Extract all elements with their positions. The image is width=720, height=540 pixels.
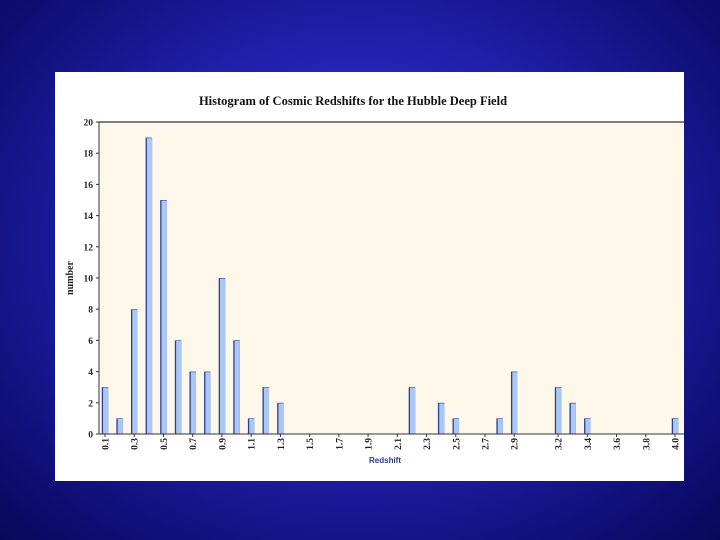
x-tick-label: 2.7 (482, 438, 492, 450)
x-tick-label: 0.3 (131, 438, 141, 450)
y-tick-label: 12 (84, 243, 94, 253)
y-tick-label: 10 (84, 275, 94, 285)
bar (233, 340, 240, 434)
y-tick-label: 14 (84, 212, 94, 222)
x-tick-label: 2.1 (394, 438, 404, 450)
x-tick-label: 1.1 (248, 438, 258, 450)
bar (496, 418, 503, 434)
bar (510, 371, 518, 434)
x-tick-label: 3.6 (613, 438, 623, 450)
bar (247, 418, 255, 434)
chart-title: Histogram of Cosmic Redshifts for the Hu… (199, 94, 507, 108)
bar (174, 340, 182, 434)
y-tick-label: 8 (88, 306, 93, 316)
x-tick-label: 3.4 (584, 438, 594, 450)
y-tick-label: 20 (84, 119, 94, 129)
bar (145, 137, 153, 434)
bar (160, 200, 167, 434)
x-tick-label: 0.5 (160, 438, 170, 450)
bar (262, 387, 270, 434)
x-axis-label: Redshift (369, 456, 401, 465)
x-tick-label: 0.9 (218, 438, 228, 450)
bar (584, 418, 591, 434)
y-ticks-group: 0 2 4 6 8 10 12 14 16 18 20 (84, 119, 99, 441)
y-tick-label: 4 (88, 368, 93, 378)
x-tick-label: 1.7 (335, 438, 345, 450)
x-tick-label: 1.5 (306, 438, 316, 450)
y-tick-label: 0 (88, 431, 93, 441)
x-tick-label: 3.2 (555, 438, 565, 450)
x-tick-label: 1.9 (365, 438, 375, 450)
bar (116, 418, 123, 434)
bars-group (101, 137, 679, 434)
bar (554, 387, 562, 434)
bar (437, 402, 445, 434)
y-tick-label: 16 (84, 181, 94, 191)
y-axis-label: number (65, 261, 76, 295)
bar (452, 418, 460, 434)
bar (218, 278, 226, 434)
x-tick-label: 1.3 (277, 438, 287, 450)
x-tick-label: 2.3 (423, 438, 433, 450)
x-tick-label: 0.7 (189, 438, 199, 450)
bar (671, 418, 679, 434)
plot-area (99, 122, 684, 434)
bar (204, 371, 211, 434)
chart-panel: Histogram of Cosmic Redshifts for the Hu… (55, 72, 684, 481)
bar (277, 402, 284, 434)
x-tick-label: 2.5 (452, 438, 462, 450)
x-tick-label: 4.0 (672, 438, 682, 450)
bar (189, 371, 196, 434)
bar (130, 309, 138, 434)
x-tick-label: 2.9 (511, 438, 521, 450)
bar (569, 402, 576, 434)
x-ticks-group: 0.1 0.3 0.5 0.7 0.9 1.1 1.3 1.5 1.7 1.9 2.1 2.3 2.5 2… (102, 434, 682, 450)
x-tick-label: 3.8 (642, 438, 652, 450)
bar (101, 387, 109, 434)
y-tick-label: 2 (88, 399, 93, 409)
bar (408, 387, 416, 434)
x-tick-label: 0.1 (102, 438, 112, 450)
y-tick-label: 6 (88, 337, 93, 347)
y-tick-label: 18 (84, 150, 94, 160)
histogram-chart: Histogram of Cosmic Redshifts for the Hu… (65, 94, 684, 465)
